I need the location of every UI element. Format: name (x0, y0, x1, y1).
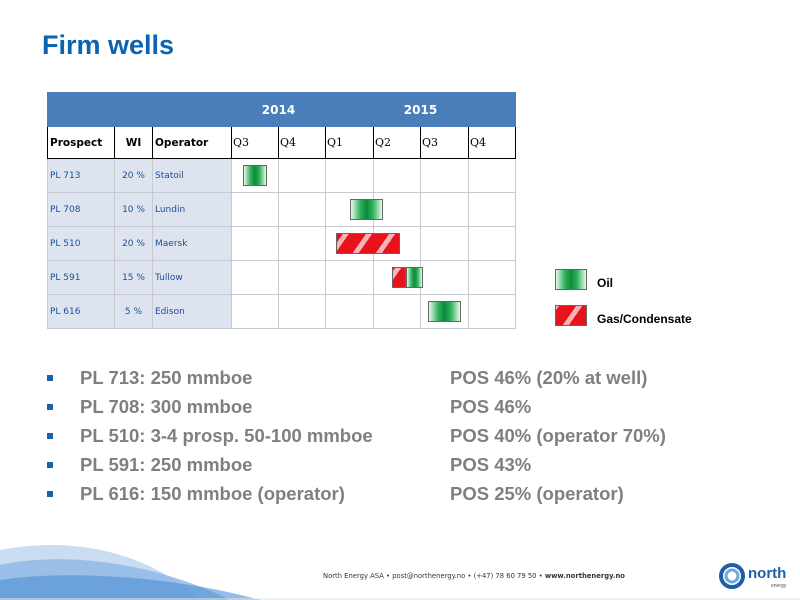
legend-gas-swatch (555, 305, 587, 326)
quarter-header: Q2 (373, 126, 421, 159)
list-item: POS 40% (operator 70%) (450, 425, 666, 446)
timeline-cell (325, 260, 374, 295)
timeline-cell (373, 260, 421, 295)
list-item: POS 25% (operator) (450, 483, 624, 504)
timeline-cell (468, 294, 516, 329)
footer-wave-decoration (0, 545, 800, 600)
operator-cell: Tullow (152, 260, 232, 295)
legend-oil-label: Oil (597, 276, 614, 290)
table-row: PL 708 10 % Lundin (47, 192, 516, 227)
year-2015: 2015 (325, 92, 516, 127)
timeline-cell (420, 260, 469, 295)
list-item: PL 708: 300 mmboe (47, 396, 373, 425)
wi-cell: 5 % (114, 294, 153, 329)
timeline-cell (468, 192, 516, 227)
bullet-text: PL 591: 250 mmboe (80, 454, 253, 475)
operator-cell: Lundin (152, 192, 232, 227)
prospect-cell: PL 713 (47, 158, 115, 193)
table-row: PL 616 5 % Edison (47, 294, 516, 329)
year-2014: 2014 (231, 92, 326, 127)
quarter-header: Q3 (231, 126, 279, 159)
timeline-cell (373, 158, 421, 193)
timeline-cell (325, 192, 374, 227)
wells-gantt-table: 2014 2015 Prospect WI Operator Q3 Q4 Q1 … (47, 92, 516, 329)
operator-cell: Edison (152, 294, 232, 329)
legend-gas-label: Gas/Condensate (597, 312, 692, 326)
wi-cell: 15 % (114, 260, 153, 295)
timeline-cell (231, 158, 279, 193)
logo-wordmark: north (748, 565, 787, 582)
timeline-cell (468, 158, 516, 193)
operator-cell: Statoil (152, 158, 232, 193)
bullet-text: PL 510: 3-4 prosp. 50-100 mmboe (80, 425, 373, 446)
list-item: POS 46% (20% at well) (450, 367, 648, 388)
bullet-list-pos: POS 46% (20% at well) POS 46% POS 40% (o… (450, 367, 666, 512)
timeline-cell (325, 226, 374, 261)
quarter-header: Q3 (420, 126, 469, 159)
bullet-text: PL 616: 150 mmboe (operator) (80, 483, 345, 504)
footer-phone: (+47) 78 60 79 50 (473, 572, 537, 580)
timeline-cell (373, 226, 421, 261)
footer-email[interactable]: post@northenergy.no (392, 572, 466, 580)
column-header-wi: WI (114, 126, 153, 159)
bullet-square-icon (47, 433, 53, 439)
timeline-cell (468, 260, 516, 295)
prospect-cell: PL 616 (47, 294, 115, 329)
footer-contact: North Energy ASA • post@northenergy.no •… (323, 572, 625, 580)
list-item: POS 46% (450, 396, 532, 417)
north-energy-logo-icon (719, 563, 745, 589)
timeline-cell (420, 192, 469, 227)
footer-company: North Energy ASA (323, 572, 384, 580)
prospect-cell: PL 591 (47, 260, 115, 295)
timeline-cell (325, 158, 374, 193)
prospect-cell: PL 510 (47, 226, 115, 261)
timeline-cell (420, 158, 469, 193)
timeline-cell (278, 192, 326, 227)
quarter-header: Q1 (325, 126, 374, 159)
wi-cell: 20 % (114, 226, 153, 261)
operator-cell: Maersk (152, 226, 232, 261)
table-header-blank (47, 92, 232, 127)
wi-cell: 10 % (114, 192, 153, 227)
timeline-cell (231, 192, 279, 227)
timeline-cell (325, 294, 374, 329)
quarter-header: Q4 (468, 126, 516, 159)
timeline-cell (231, 260, 279, 295)
timeline-cell (231, 294, 279, 329)
column-header-prospect: Prospect (47, 126, 115, 159)
bullet-square-icon (47, 375, 53, 381)
timeline-cell (278, 226, 326, 261)
timeline-cell (373, 192, 421, 227)
timeline-cell (278, 294, 326, 329)
timeline-cell (420, 226, 469, 261)
list-item: POS 43% (450, 454, 532, 475)
list-item: PL 591: 250 mmboe (47, 454, 373, 483)
prospect-cell: PL 708 (47, 192, 115, 227)
timeline-cell (420, 294, 469, 329)
bullet-square-icon (47, 462, 53, 468)
logo-subtext: energy (771, 583, 787, 589)
column-header-operator: Operator (152, 126, 232, 159)
bullet-square-icon (47, 491, 53, 497)
page-title: Firm wells (42, 30, 175, 60)
table-row: PL 510 20 % Maersk (47, 226, 516, 261)
bullet-text: PL 708: 300 mmboe (80, 396, 253, 417)
list-item: PL 510: 3-4 prosp. 50-100 mmboe (47, 425, 373, 454)
quarter-header: Q4 (278, 126, 326, 159)
list-item: PL 713: 250 mmboe (47, 367, 373, 396)
table-row: PL 713 20 % Statoil (47, 158, 516, 193)
wi-cell: 20 % (114, 158, 153, 193)
bullet-text: PL 713: 250 mmboe (80, 367, 253, 388)
timeline-cell (278, 260, 326, 295)
timeline-cell (373, 294, 421, 329)
legend-oil-swatch (555, 269, 587, 290)
table-row: PL 591 15 % Tullow (47, 260, 516, 295)
footer-website[interactable]: www.northenergy.no (544, 572, 625, 580)
timeline-cell (278, 158, 326, 193)
timeline-cell (468, 226, 516, 261)
bullet-list-reserves: PL 713: 250 mmboe PL 708: 300 mmboe PL 5… (47, 367, 373, 512)
timeline-cell (231, 226, 279, 261)
list-item: PL 616: 150 mmboe (operator) (47, 483, 373, 512)
bullet-square-icon (47, 404, 53, 410)
